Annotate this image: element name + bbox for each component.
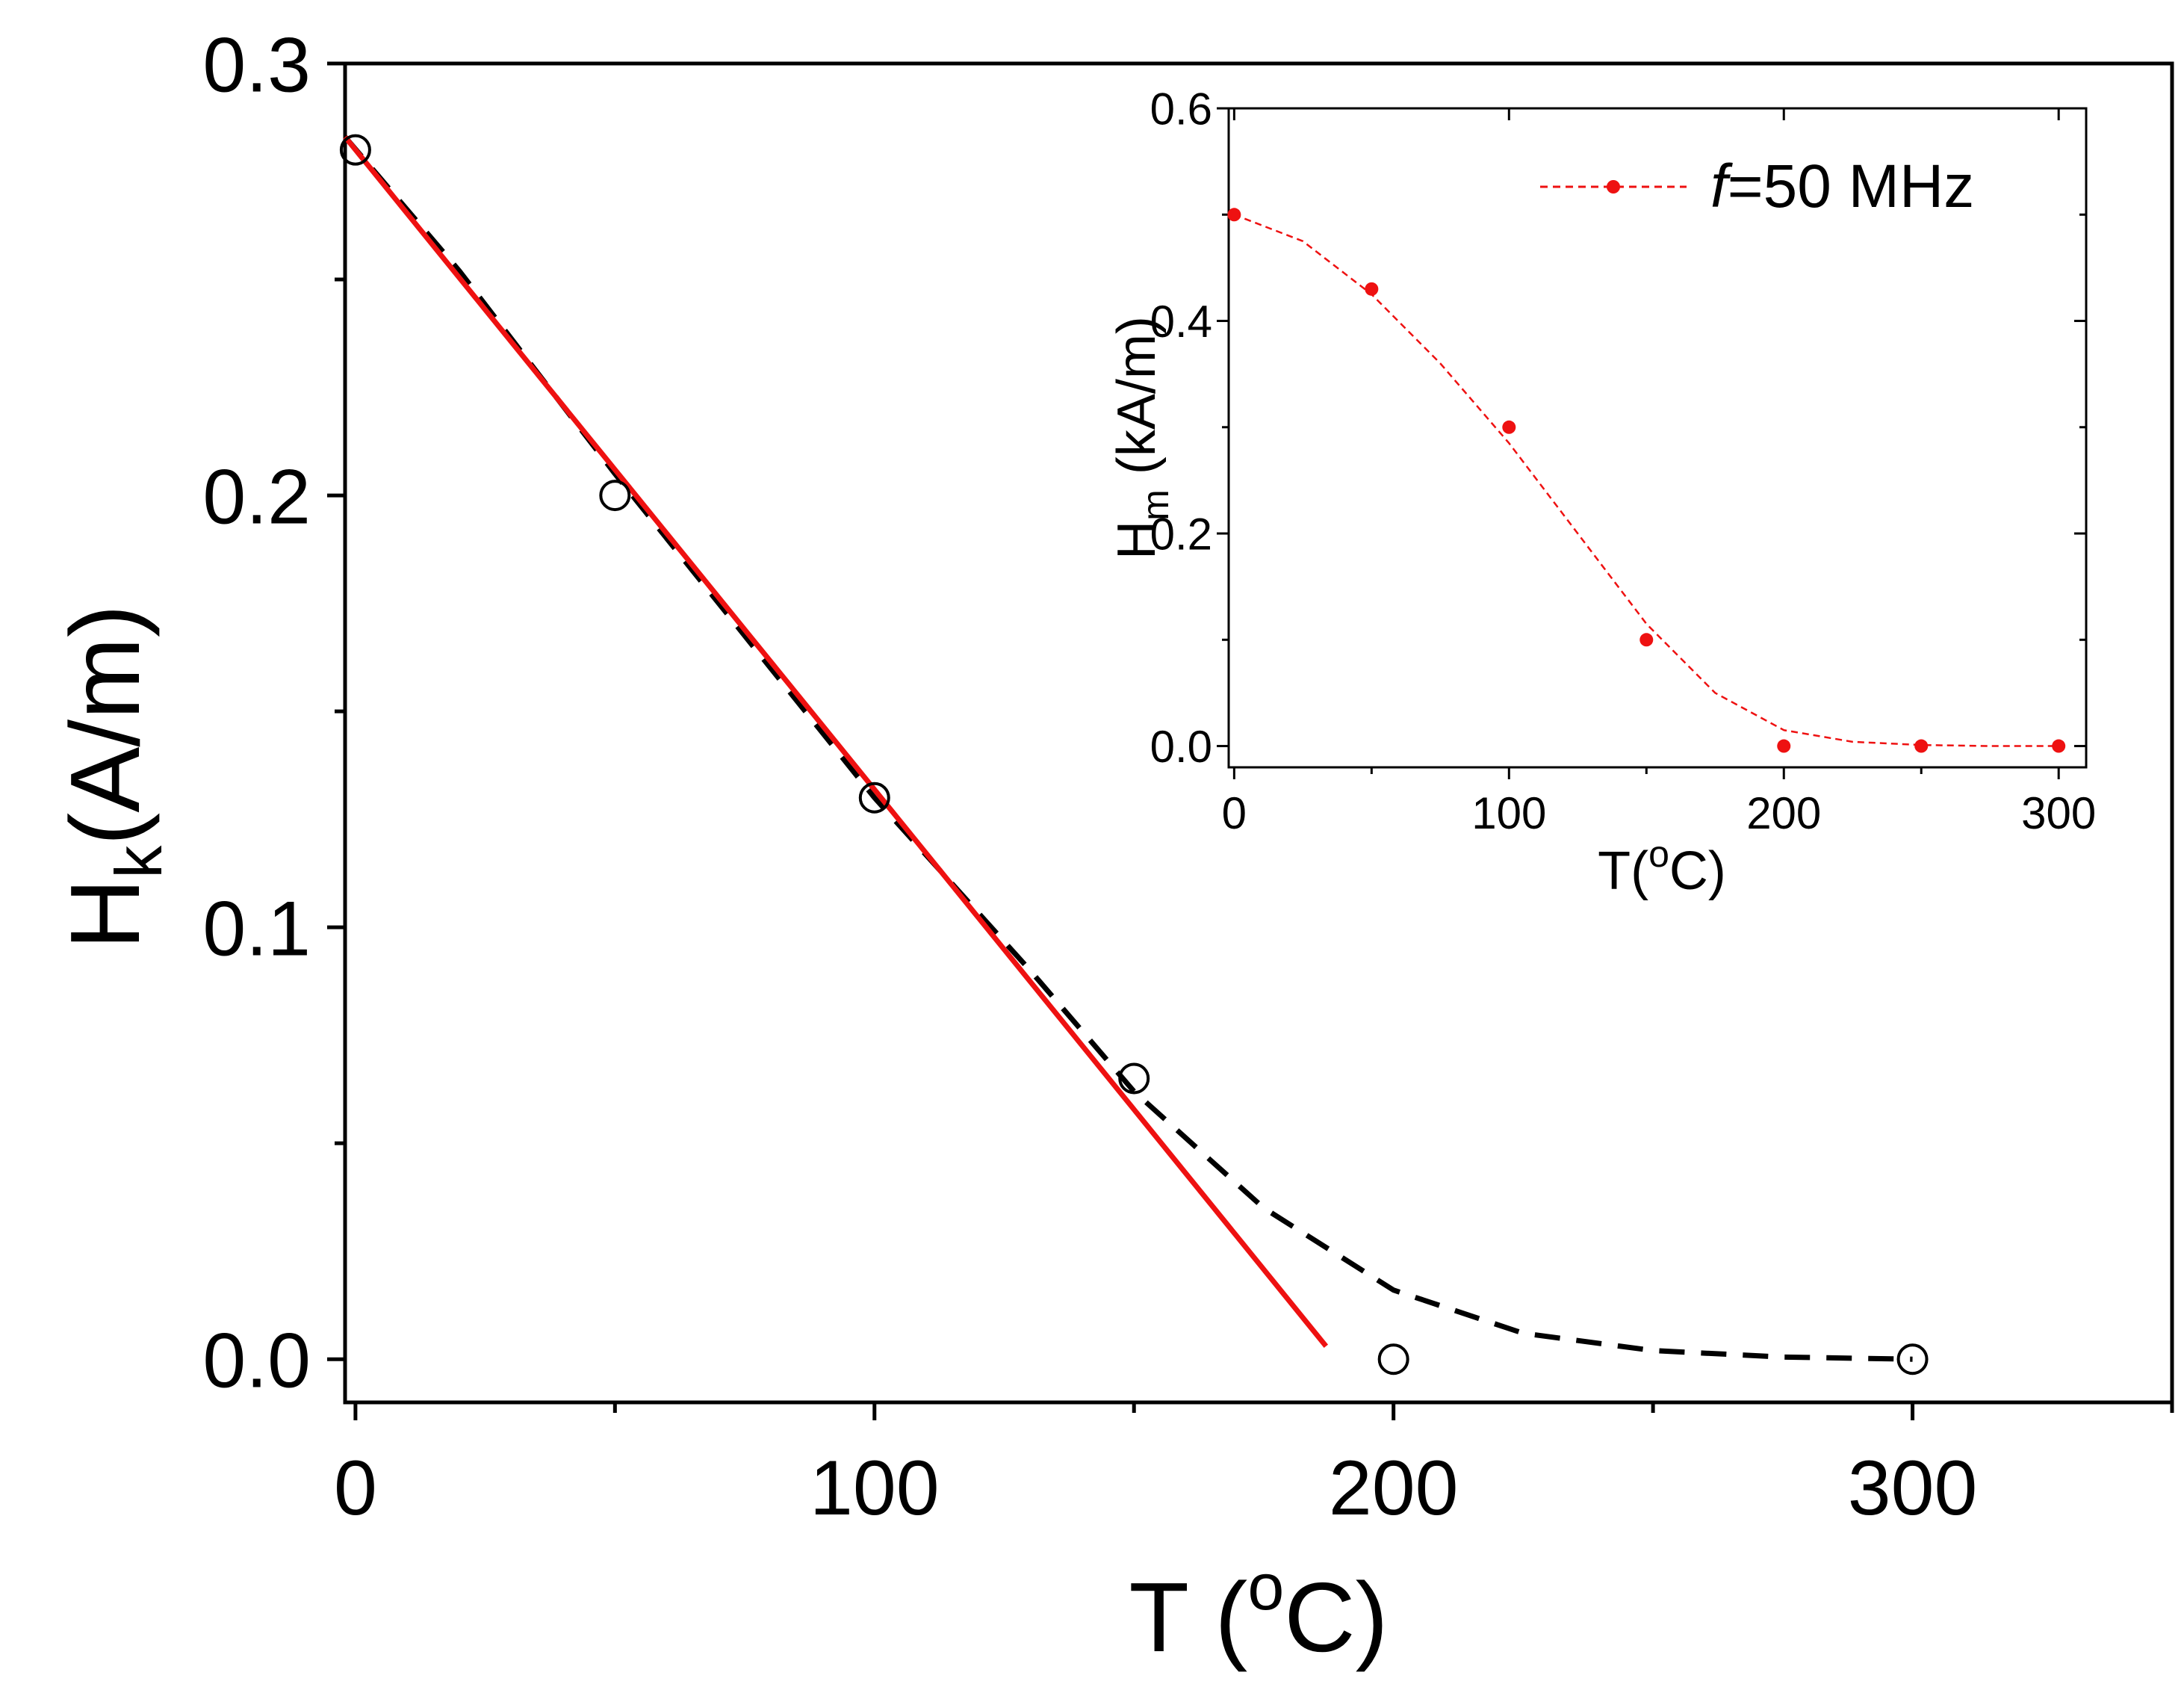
inset-ylabel-tail: (kA/m) — [1107, 316, 1167, 489]
data-point-200 — [1377, 1343, 1409, 1375]
y-tick-label: 0.0 — [1150, 722, 1212, 772]
inset-data-point-200 — [1777, 739, 1791, 753]
data-point-0 — [339, 134, 371, 166]
main-ylabel-main: H — [50, 879, 160, 950]
inset-y-tick-labels: 0.0 0.2 0.4 0.6 — [1150, 84, 1212, 773]
main-lines — [343, 134, 1913, 1362]
y-tick-label: 0.2 — [202, 454, 311, 541]
y-tick-label: 0.3 — [202, 22, 311, 108]
data-point-50 — [599, 480, 631, 512]
main-y-tick-labels: 0.0 0.1 0.2 0.3 — [202, 22, 311, 1404]
inset-x-tick-labels: 0 100 200 300 — [1222, 788, 2097, 838]
main-xlabel-tail: C) — [1284, 1562, 1388, 1672]
inset-axis-ticks — [1217, 107, 2086, 779]
inset-y-axis-title: Hm (kA/m) — [1107, 316, 1176, 560]
main-plot-frame — [343, 61, 2174, 1405]
inset-xlabel-sup: o — [1648, 833, 1669, 875]
data-point-300 — [1896, 1343, 1929, 1375]
x-tick-label: 100 — [810, 1445, 940, 1532]
inset-ylabel-main: H — [1107, 521, 1167, 560]
x-tick-label: 200 — [1329, 1445, 1459, 1532]
inset-ylabel-sub: m — [1135, 489, 1176, 521]
legend-label: f=50 MHz — [1710, 152, 1974, 220]
inset-chart: 0.0 0.2 0.4 0.6 0 100 200 300 f=50 MHz Hm (kA/… — [1107, 84, 2096, 901]
y-tick-label: 0.2 — [1150, 510, 1212, 560]
y-tick-label: 0.4 — [1150, 297, 1212, 347]
x-tick-label: 0 — [334, 1445, 377, 1532]
main-xlabel-main: T ( — [1129, 1562, 1247, 1672]
x-tick-label: 100 — [1471, 788, 1546, 838]
inset-data-point-0 — [1227, 208, 1241, 222]
data-point-150 — [1118, 1062, 1150, 1095]
main-chart: 0.00.10.20.3 0 100 200 300 Hk(A/m) T (oC) — [50, 22, 2174, 1672]
y-tick-label: 0.1 — [202, 886, 311, 973]
inset-data-point-300 — [2052, 739, 2066, 753]
inset-data-point-250 — [1914, 739, 1929, 753]
main-x-tick-labels: 0 100 200 300 — [334, 1445, 1977, 1532]
y-tick-label: 0.0 — [202, 1318, 311, 1405]
main-x-axis-title: T (oC) — [1129, 1550, 1388, 1672]
main-y-axis-title: Hk(A/m) — [50, 604, 176, 950]
x-tick-label: 0 — [1222, 788, 1247, 838]
x-tick-label: 300 — [2021, 788, 2096, 838]
x-tick-label: 200 — [1746, 788, 1821, 838]
main-xlabel-sup: o — [1247, 1550, 1284, 1624]
inset-data-point-100 — [1502, 420, 1516, 434]
linear-fit-line — [343, 135, 1329, 1349]
y-tick-label: 0.6 — [1150, 84, 1212, 134]
data-point-100 — [858, 782, 890, 814]
legend-label-rest: =50 MHz — [1728, 152, 1974, 220]
main-ylabel-tail: (A/m) — [50, 604, 160, 846]
legend-marker — [1607, 180, 1620, 194]
inset-legend: f=50 MHz — [1540, 152, 1974, 220]
inset-x-axis-title: T(oC) — [1598, 833, 1726, 901]
inset-data-point-50 — [1365, 282, 1379, 296]
inset-data-point-150 — [1639, 633, 1654, 647]
inset-xlabel-tail: C) — [1669, 841, 1726, 901]
main-points — [339, 134, 1929, 1375]
main-axis-ticks — [327, 61, 2174, 1420]
x-tick-label: 300 — [1848, 1445, 1978, 1532]
inset-plot-frame — [1227, 107, 2088, 769]
main-ylabel-sub: k — [102, 845, 176, 879]
inset-xlabel-main: T( — [1598, 841, 1648, 901]
inset-points — [1227, 208, 2066, 753]
